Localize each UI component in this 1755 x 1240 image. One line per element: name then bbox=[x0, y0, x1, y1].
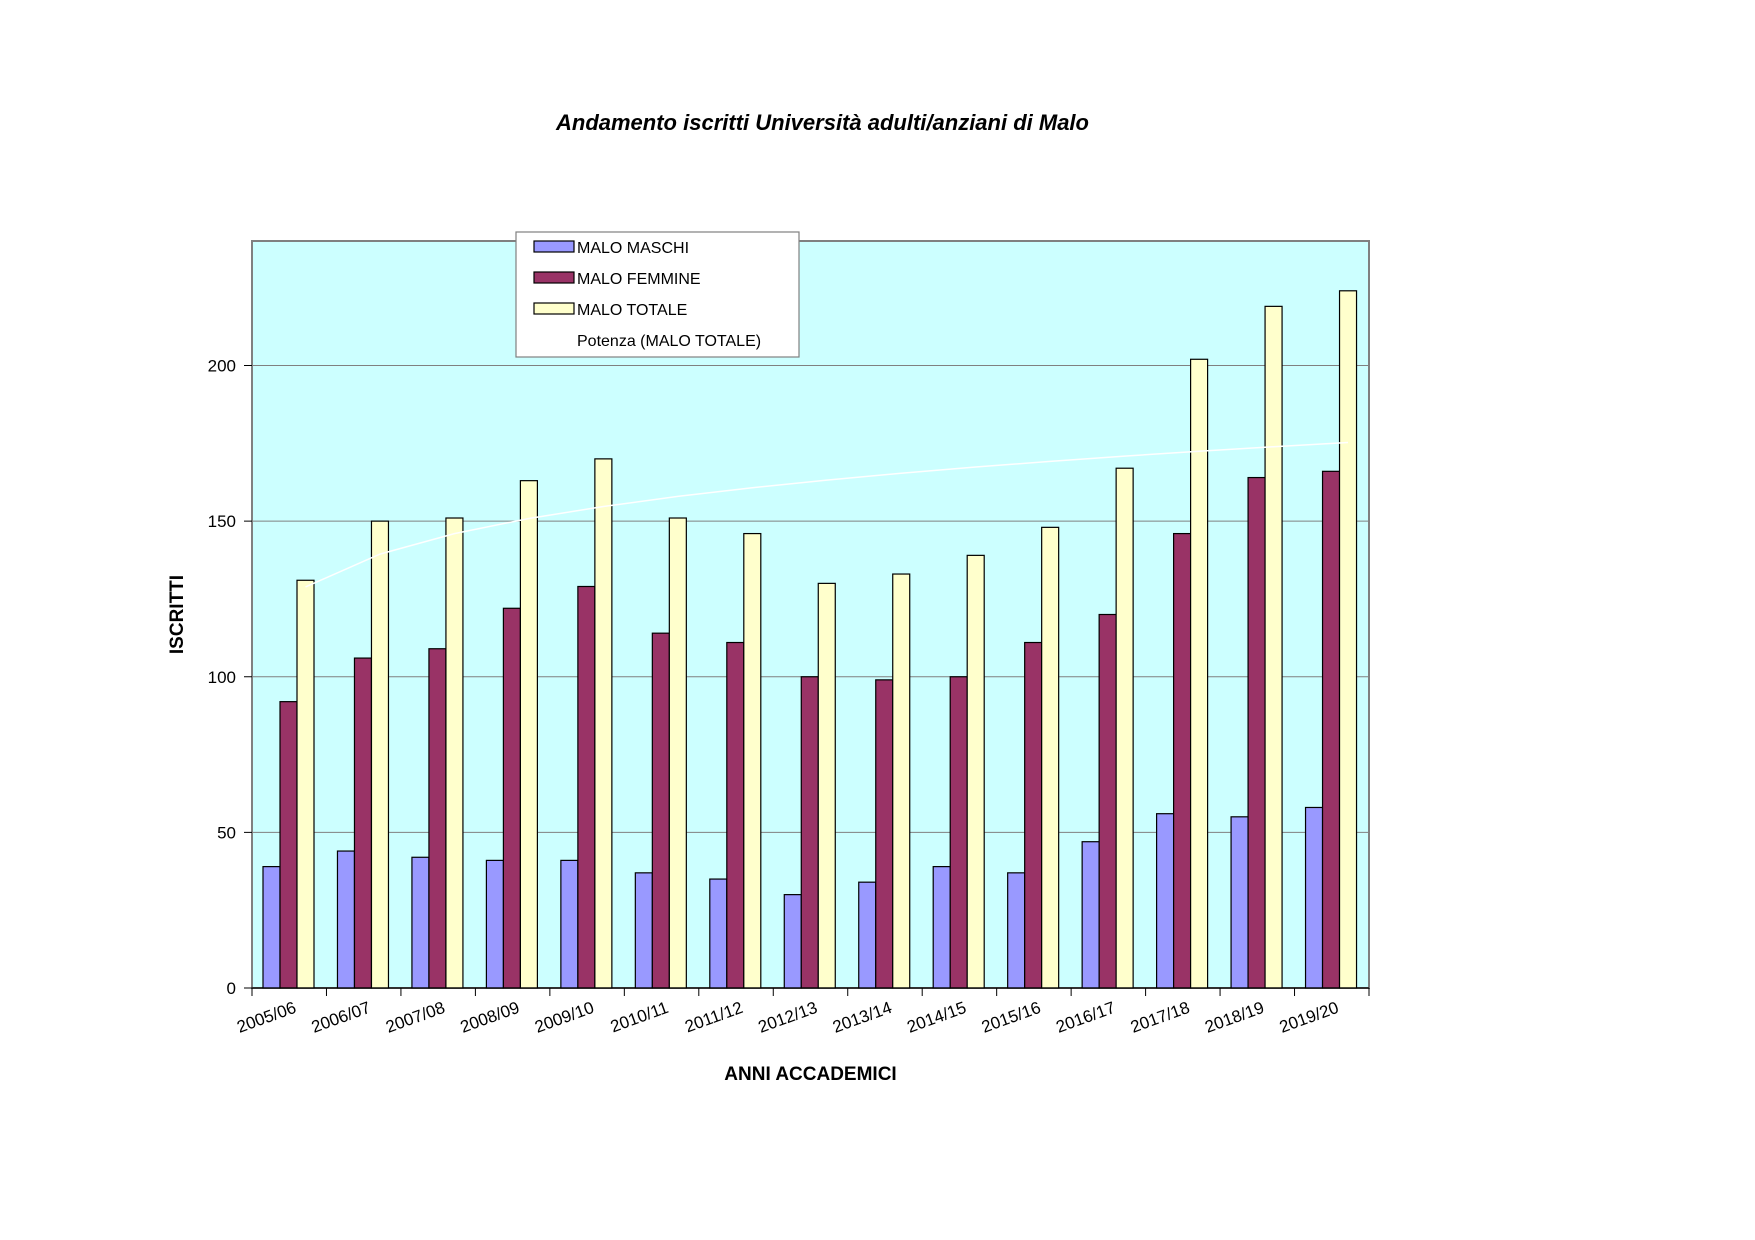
bar bbox=[1189, 358, 1209, 989]
bar bbox=[634, 872, 653, 989]
y-tick-label: 0 bbox=[227, 979, 236, 998]
bar bbox=[1230, 816, 1249, 989]
y-tick-label: 150 bbox=[208, 512, 236, 531]
x-tick-label: 2007/08 bbox=[383, 998, 447, 1037]
bar bbox=[279, 701, 298, 989]
bar bbox=[1338, 290, 1358, 989]
x-axis-title: ANNI ACCADEMICI bbox=[724, 1064, 896, 1085]
legend-label: MALO TOTALE bbox=[577, 302, 687, 319]
legend-label: MALO MASCHI bbox=[577, 240, 689, 257]
bar bbox=[1304, 806, 1324, 989]
bar bbox=[709, 878, 728, 989]
bar bbox=[651, 632, 670, 989]
x-tick-label: 2014/15 bbox=[905, 998, 969, 1037]
bar bbox=[1081, 841, 1100, 989]
legend-label: Potenza (MALO TOTALE) bbox=[577, 333, 761, 350]
legend-swatch bbox=[533, 271, 575, 284]
bar bbox=[858, 881, 877, 989]
bar bbox=[262, 866, 281, 989]
bar bbox=[966, 554, 985, 989]
legend-box bbox=[515, 231, 800, 358]
bar bbox=[1321, 470, 1341, 989]
legend-label: MALO FEMMINE bbox=[577, 271, 701, 288]
y-tick-label: 50 bbox=[217, 823, 236, 842]
bar bbox=[445, 517, 464, 989]
bar bbox=[817, 582, 836, 989]
bar bbox=[668, 517, 687, 989]
bar bbox=[932, 866, 951, 989]
bar bbox=[428, 648, 447, 989]
x-tick-label: 2010/11 bbox=[608, 998, 671, 1036]
bar bbox=[353, 657, 373, 989]
x-tick-label: 2011/12 bbox=[682, 998, 745, 1036]
bar bbox=[1041, 526, 1060, 989]
y-axis-title: ISCRITTI bbox=[167, 575, 188, 654]
legend-swatch bbox=[533, 302, 575, 315]
x-tick-label: 2016/17 bbox=[1053, 998, 1117, 1037]
x-tick-label: 2005/06 bbox=[234, 998, 298, 1037]
bar bbox=[1098, 613, 1117, 989]
bar bbox=[1247, 476, 1266, 989]
bar bbox=[296, 579, 315, 989]
bar bbox=[743, 532, 762, 989]
bar bbox=[875, 679, 894, 989]
chart-title: Andamento iscritti Università adulti/anz… bbox=[556, 110, 1089, 135]
bar bbox=[783, 894, 802, 989]
x-tick-label: 2018/19 bbox=[1202, 998, 1266, 1037]
x-tick-label: 2012/13 bbox=[756, 998, 820, 1037]
bar bbox=[1172, 532, 1192, 989]
y-tick-label: 200 bbox=[208, 357, 236, 376]
bar bbox=[594, 458, 613, 989]
bar bbox=[577, 585, 596, 989]
x-tick-label: 2013/14 bbox=[830, 998, 894, 1037]
bar bbox=[1155, 813, 1175, 989]
bar bbox=[502, 607, 521, 989]
y-tick-label: 100 bbox=[208, 668, 236, 687]
bar bbox=[370, 520, 390, 989]
bar bbox=[1024, 641, 1043, 989]
bar bbox=[519, 480, 539, 989]
x-tick-label: 2017/18 bbox=[1128, 998, 1192, 1037]
bar bbox=[411, 856, 430, 989]
x-tick-label: 2006/07 bbox=[309, 998, 373, 1037]
bar bbox=[949, 676, 968, 989]
bar bbox=[726, 641, 745, 989]
trendline bbox=[305, 441, 1349, 588]
bar bbox=[485, 859, 504, 989]
x-tick-label: 2015/16 bbox=[979, 998, 1043, 1037]
bar bbox=[336, 850, 356, 989]
bar bbox=[1264, 305, 1283, 989]
bar bbox=[800, 676, 819, 989]
x-tick-label: 2008/09 bbox=[458, 998, 522, 1037]
bar bbox=[1115, 467, 1134, 989]
legend-swatch bbox=[533, 240, 575, 253]
bar bbox=[560, 859, 579, 989]
bar bbox=[892, 573, 911, 989]
bar bbox=[1007, 872, 1026, 989]
x-tick-label: 2009/10 bbox=[532, 998, 596, 1037]
x-tick-label: 2019/20 bbox=[1277, 998, 1341, 1037]
